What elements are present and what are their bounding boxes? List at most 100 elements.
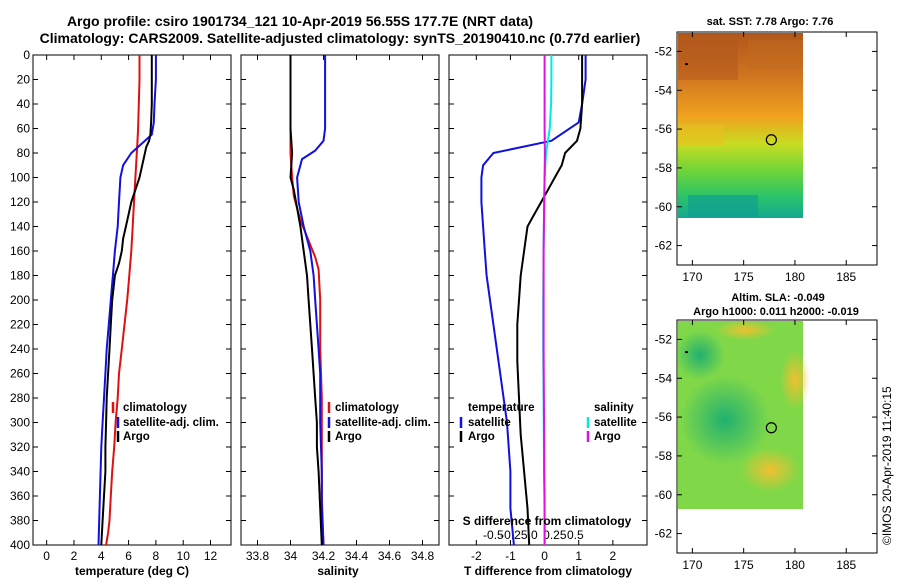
x-tick-label: 170	[682, 558, 702, 572]
x-top-tick-label: -0.5	[483, 528, 504, 542]
temperature-chart: 0204060801001201401601802002202402602803…	[10, 48, 231, 563]
x-tick-label: 12	[204, 549, 218, 563]
legend-s-satellite: satellite	[594, 417, 637, 429]
x-tick-label: 34.8	[411, 549, 435, 563]
sla-map-title-2: Argo h1000: 0.011 h2000: -0.019	[693, 306, 859, 318]
series-t-argo	[516, 55, 584, 546]
watermark: ©IMOS 20-Apr-2019 11:40:15	[880, 386, 894, 545]
legend-t-satellite: satellite	[468, 417, 511, 429]
difference-panel	[448, 54, 648, 546]
x-tick-label: 34	[284, 549, 298, 563]
y-tick-label: -62	[655, 239, 673, 253]
x-tick-label: 1	[575, 549, 582, 563]
sst-axes: -52 -54 -56 -58 -60 -62 170 175 180 185	[655, 32, 877, 284]
sla-high-patch	[740, 448, 800, 492]
x-tick-label: 4	[98, 549, 105, 563]
y-tick-label: 400	[10, 538, 30, 552]
sst-map: -52 -54 -56 -58 -60 -62 170 175 180 185	[655, 31, 878, 284]
difference-xlabel: T difference from climatology	[464, 564, 632, 578]
temperature-panel	[32, 54, 232, 546]
y-tick-label: -52	[655, 44, 673, 58]
sla-high-patch	[780, 350, 810, 410]
series-satellite-adj-clim-	[296, 55, 327, 546]
legend-salinity-title: salinity	[594, 402, 634, 414]
x-tick-label: 34.6	[378, 549, 402, 563]
y-tick-label: 140	[10, 220, 30, 234]
y-tick-label: 280	[10, 391, 30, 405]
x-tick-label: 175	[734, 270, 754, 284]
x-tick-label: 34.2	[312, 549, 336, 563]
sst-cold-patch	[688, 195, 758, 217]
series-argo	[289, 55, 323, 546]
difference-xlabel-top: S difference from climatology	[463, 514, 632, 528]
difference-legend: temperature satellite Argo salinity sate…	[459, 402, 637, 443]
y-tick-label: 340	[10, 465, 30, 479]
series-s-argo	[542, 55, 546, 545]
x-tick-label: 33.8	[246, 549, 270, 563]
legend-argo: Argo	[335, 431, 362, 443]
x-tick-label: 8	[153, 549, 160, 563]
y-tick-label: -60	[655, 200, 673, 214]
x-top-tick-label: -0.25	[500, 528, 528, 542]
salinity-legend: climatology satellite-adj. clim. Argo	[327, 402, 431, 443]
series-satellite-adj-clim-	[97, 55, 157, 546]
series-argo	[100, 55, 153, 546]
y-tick-label: 120	[10, 195, 30, 209]
y-tick-label: 320	[10, 440, 30, 454]
x-tick-label: 2	[71, 549, 78, 563]
x-top-tick-label: 0	[531, 528, 538, 542]
x-tick-label: 6	[125, 549, 132, 563]
sla-map-title-1: Altim. SLA: -0.049	[731, 292, 825, 304]
x-tick-label: 185	[836, 558, 856, 572]
salinity-panel	[240, 54, 440, 546]
y-tick-label: 380	[10, 514, 30, 528]
series-climatology	[289, 55, 325, 546]
x-tick-label: 180	[785, 270, 805, 284]
x-tick-label: 175	[734, 558, 754, 572]
y-tick-label: -56	[655, 410, 673, 424]
x-tick-label: -2	[471, 549, 482, 563]
series-t-satellite	[480, 55, 587, 546]
y-tick-label: 240	[10, 342, 30, 356]
x-tick-label: 10	[177, 549, 191, 563]
y-tick-label: -54	[655, 371, 673, 385]
y-tick-label: 60	[17, 122, 31, 136]
legend-climatology: climatology	[123, 402, 188, 414]
sla-low-patch	[675, 330, 725, 380]
title-line-1: Argo profile: csiro 1901734_121 10-Apr-2…	[67, 13, 533, 29]
legend-climatology: climatology	[335, 402, 400, 414]
legend-temperature-title: temperature	[468, 402, 534, 414]
y-tick-label: -54	[655, 83, 673, 97]
difference-chart: -2 -1 0 1 2-0.5-0.25 0 0.25 0.5	[449, 54, 647, 563]
legend-satellite: satellite-adj. clim.	[123, 417, 219, 429]
y-tick-label: 360	[10, 489, 30, 503]
title-line-2: Climatology: CARS2009. Satellite-adjuste…	[40, 30, 641, 46]
x-tick-label: 180	[785, 558, 805, 572]
x-tick-label: -1	[505, 549, 516, 563]
salinity-chart: 33.8 34 34.2 34.4 34.6 34.8	[241, 54, 439, 563]
salinity-xlabel: salinity	[317, 564, 359, 578]
x-tick-label: 0	[43, 549, 50, 563]
legend-t-argo: Argo	[468, 431, 495, 443]
island-mark	[685, 63, 688, 66]
sst-mid-patch	[678, 125, 723, 145]
sst-warm-patch	[678, 40, 738, 80]
temperature-legend: climatology satellite-adj. clim. Argo	[111, 402, 219, 443]
y-tick-label: 40	[17, 97, 31, 111]
sla-low-patch	[680, 375, 770, 465]
argo-position-marker	[765, 134, 777, 146]
y-tick-label: -60	[655, 488, 673, 502]
y-tick-label: 220	[10, 318, 30, 332]
sla-high-patch	[715, 320, 775, 340]
x-tick-label: 185	[836, 270, 856, 284]
series-climatology	[105, 55, 141, 546]
argo-position-marker	[765, 422, 777, 434]
x-tick-label: 34.4	[345, 549, 369, 563]
y-tick-label: 300	[10, 416, 30, 430]
legend-s-argo: Argo	[594, 431, 621, 443]
y-tick-label: -56	[655, 122, 673, 136]
y-tick-label: 180	[10, 269, 30, 283]
legend-satellite: satellite-adj. clim.	[335, 417, 431, 429]
y-tick-label: 200	[10, 293, 30, 307]
y-tick-label: 80	[17, 146, 31, 160]
